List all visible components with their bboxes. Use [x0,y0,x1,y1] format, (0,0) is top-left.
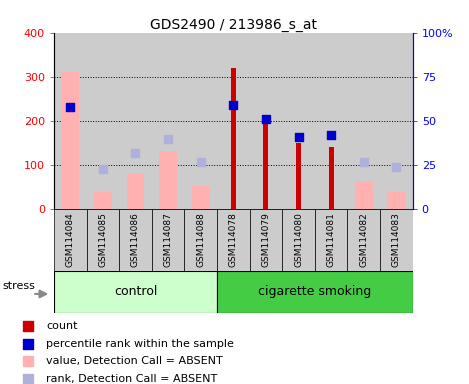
FancyBboxPatch shape [315,209,348,271]
Bar [217,33,250,209]
Bar [231,68,236,209]
Text: rank, Detection Call = ABSENT: rank, Detection Call = ABSENT [46,374,218,384]
Bar [127,173,144,209]
Bar [380,33,413,209]
Text: GSM114084: GSM114084 [66,212,75,267]
Text: cigarette smoking: cigarette smoking [258,285,371,298]
FancyBboxPatch shape [348,209,380,271]
Title: GDS2490 / 213986_s_at: GDS2490 / 213986_s_at [150,18,317,31]
Bar [87,33,119,209]
Text: count: count [46,321,78,331]
Text: GSM114083: GSM114083 [392,212,401,267]
Point [99,166,106,172]
FancyBboxPatch shape [282,209,315,271]
FancyBboxPatch shape [119,209,152,271]
Text: GSM114088: GSM114088 [196,212,205,267]
Text: value, Detection Call = ABSENT: value, Detection Call = ABSENT [46,356,223,366]
Bar [119,33,152,209]
Bar [192,186,210,209]
FancyBboxPatch shape [380,209,413,271]
Point [327,132,335,138]
FancyBboxPatch shape [152,209,184,271]
Bar [159,151,177,209]
Bar [355,180,373,209]
Point [164,136,172,142]
Bar [54,33,87,209]
Text: stress: stress [2,281,35,291]
Point [229,102,237,108]
Bar [387,192,405,209]
Point [132,150,139,156]
Point [262,116,270,122]
Text: control: control [114,285,157,298]
Point [360,159,368,165]
Text: GSM114082: GSM114082 [359,212,368,267]
Text: GSM114081: GSM114081 [327,212,336,267]
Bar [250,33,282,209]
Bar [184,33,217,209]
Bar [329,147,333,209]
Point [67,104,74,110]
Point [393,164,400,170]
FancyBboxPatch shape [250,209,282,271]
FancyBboxPatch shape [54,209,87,271]
Point [295,134,303,140]
Text: GSM114086: GSM114086 [131,212,140,267]
FancyBboxPatch shape [217,271,413,313]
Point [24,376,31,382]
Text: GSM114078: GSM114078 [229,212,238,267]
Point [24,341,31,347]
Text: GSM114085: GSM114085 [98,212,107,267]
Text: percentile rank within the sample: percentile rank within the sample [46,339,234,349]
Bar [282,33,315,209]
Bar [315,33,348,209]
Bar [94,192,112,209]
Text: GSM114087: GSM114087 [164,212,173,267]
Bar [348,33,380,209]
Point [24,323,31,329]
Text: GSM114080: GSM114080 [294,212,303,267]
Text: GSM114079: GSM114079 [261,212,271,267]
Bar [152,33,184,209]
Point [197,159,204,165]
FancyBboxPatch shape [217,209,250,271]
Bar [264,119,268,209]
Bar [296,143,301,209]
FancyBboxPatch shape [184,209,217,271]
FancyBboxPatch shape [87,209,119,271]
FancyBboxPatch shape [54,271,217,313]
Bar [61,73,79,209]
Point [24,358,31,364]
